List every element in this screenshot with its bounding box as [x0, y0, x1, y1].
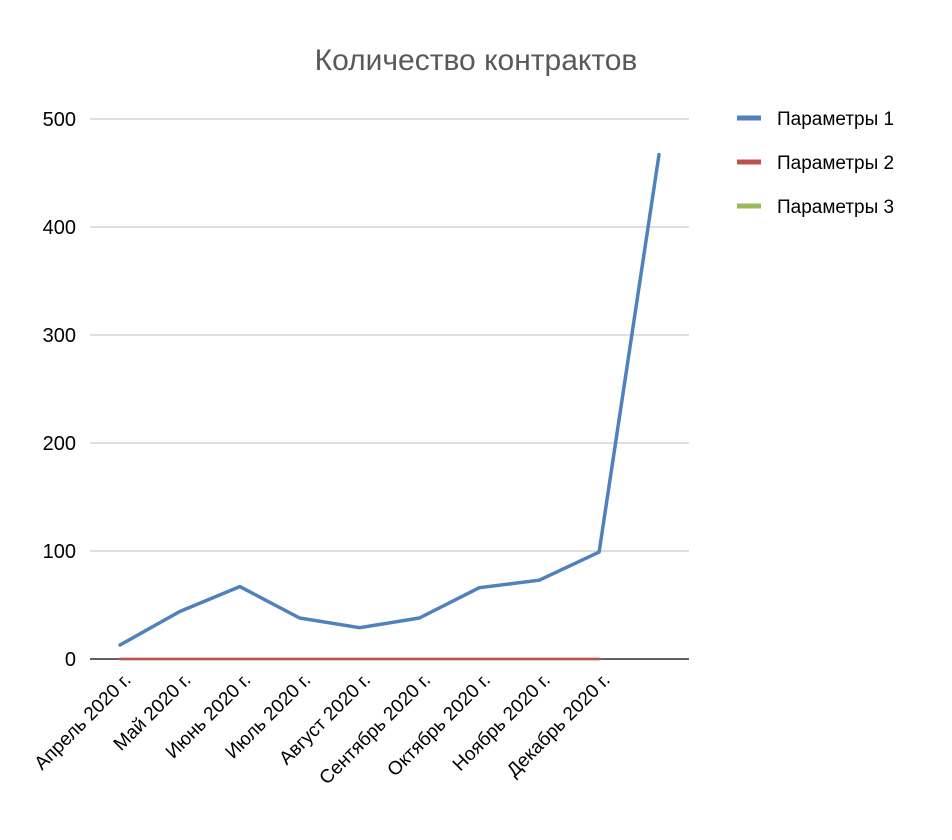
legend-label: Параметры 1 — [777, 109, 894, 130]
x-tick-label: Октябрь 2020 г. — [384, 670, 495, 781]
chart-title: Количество контрактов — [315, 44, 638, 77]
y-tick-label: 400 — [43, 217, 76, 239]
legend: Параметры 1 Параметры 2 Параметры 3 — [737, 109, 894, 218]
series-line-1 — [118, 152, 661, 647]
y-axis-ticks: 0 100 200 300 400 500 — [43, 109, 76, 671]
x-tick-label: Сентябрь 2020 г. — [316, 670, 435, 789]
y-tick-label: 300 — [43, 325, 76, 347]
x-tick-label: Декабрь 2020 г. — [503, 670, 615, 782]
series-lines — [118, 152, 661, 661]
y-tick-label: 500 — [43, 109, 76, 131]
x-axis-ticks: Апрель 2020 г.Май 2020 г.Июнь 2020 г.Июл… — [31, 670, 615, 789]
legend-label: Параметры 3 — [777, 197, 894, 218]
y-tick-label: 100 — [43, 541, 76, 563]
gridlines — [90, 118, 689, 660]
x-tick-label: Апрель 2020 г. — [31, 670, 136, 775]
y-tick-label: 200 — [43, 433, 76, 455]
legend-label: Параметры 2 — [777, 153, 894, 174]
y-tick-label: 0 — [65, 649, 76, 671]
